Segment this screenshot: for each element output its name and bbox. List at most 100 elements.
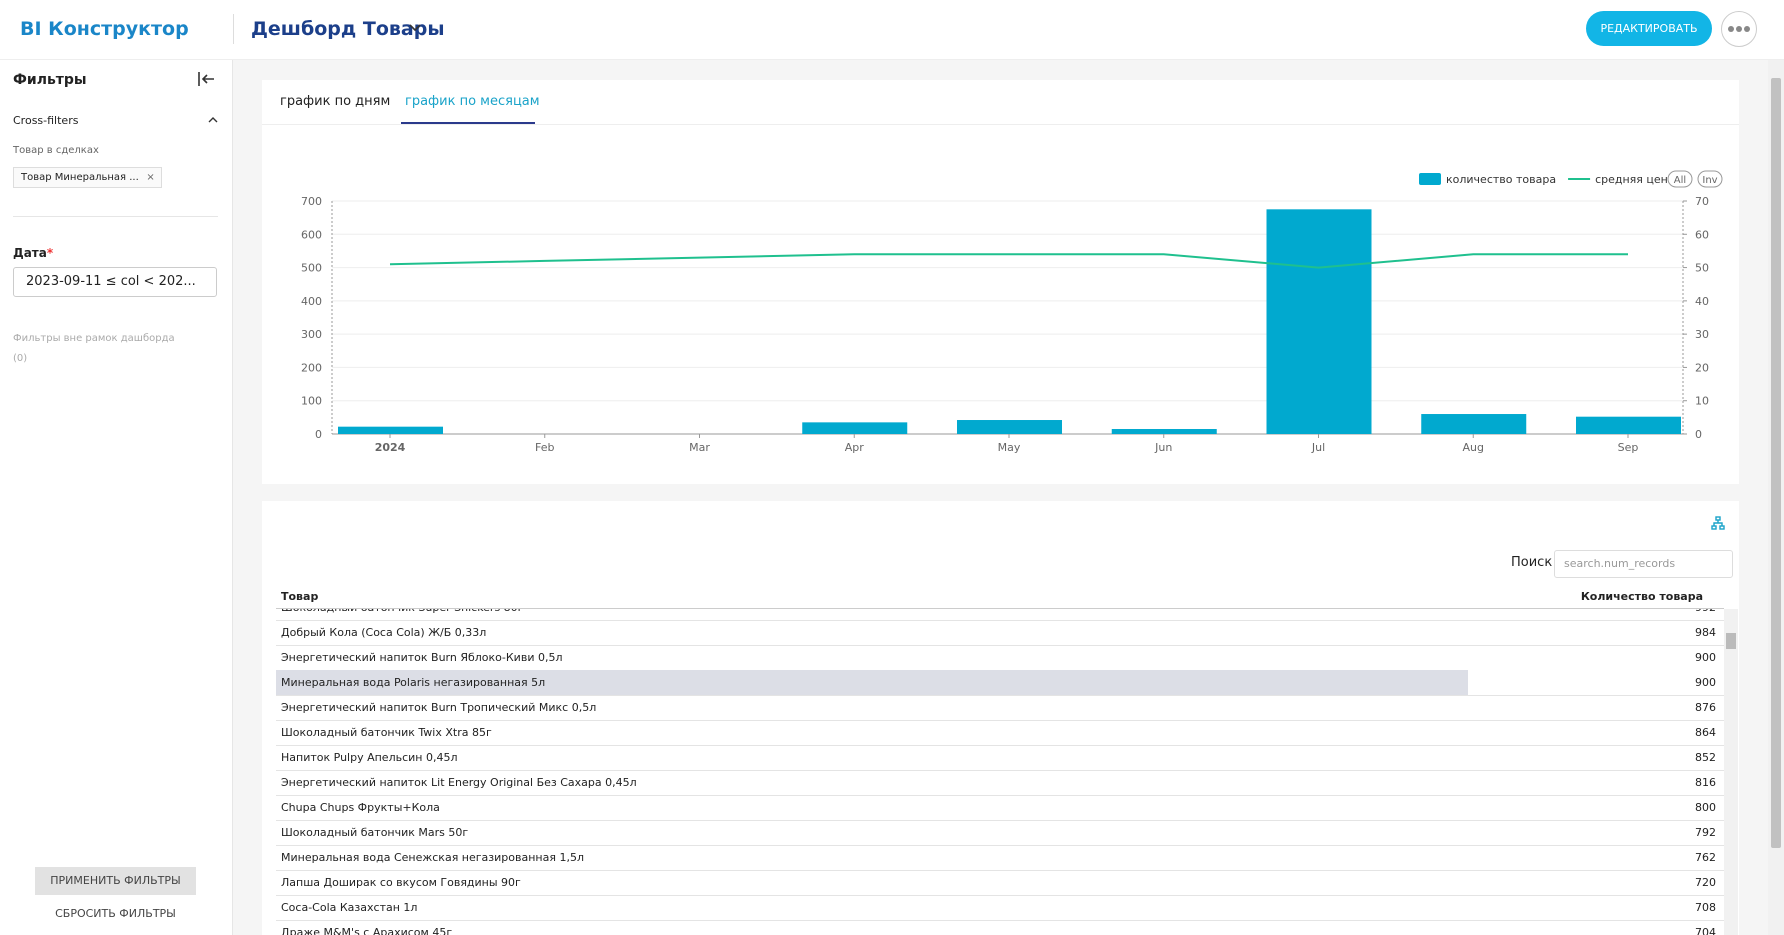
y2-tick-label: 0 [1695, 428, 1702, 441]
table-row[interactable]: Минеральная вода Сенежская негазированна… [276, 845, 1724, 871]
x-tick-label: Mar [689, 441, 710, 454]
y-tick-label: 500 [301, 262, 322, 275]
y2-tick-label: 60 [1695, 228, 1709, 241]
table-cell: 864 [1695, 726, 1716, 739]
table-row[interactable]: Шоколадный батончик Twix Xtra 85г 864 [276, 720, 1724, 746]
edit-button[interactable]: РЕДАКТИРОВАТЬ [1586, 11, 1712, 46]
table-row[interactable]: Шоколадный батончик Super Snickers 80г 99… [276, 609, 1724, 621]
search-placeholder: search.num_records [1564, 557, 1676, 570]
table-cell: 852 [1695, 751, 1716, 764]
divider [233, 14, 234, 44]
legend-button[interactable] [1697, 170, 1723, 188]
cross-filters-label[interactable]: Cross-filters [13, 114, 79, 127]
table-cell: 816 [1695, 776, 1716, 789]
y2-tick-label: 30 [1695, 328, 1709, 341]
outside-filters[interactable]: Фильтры вне рамок дашборда [13, 333, 175, 344]
table-cell: Шоколадный батончик Twix Xtra 85г [281, 726, 492, 739]
search-input[interactable]: search.num_records [1554, 550, 1733, 578]
table-row[interactable]: Шоколадный батончик Mars 50г 792 [276, 820, 1724, 846]
table-row[interactable]: Coca-Cola Казахстан 1л 708 [276, 895, 1724, 921]
date-label: Дата* [13, 246, 53, 260]
bar [957, 420, 1062, 434]
y-tick-label: 300 [301, 328, 322, 341]
outside-count: (0) [13, 353, 28, 364]
sidebar: Фильтры Cross-filters Товар в сделках То… [0, 60, 233, 935]
legend-swatch [1419, 173, 1441, 185]
table-row[interactable]: Энергетический напиток Burn Тропический … [276, 695, 1724, 721]
table-row[interactable]: Chupa Chups Фрукты+Кола 800 [276, 795, 1724, 821]
apply-button[interactable]: ПРИМЕНИТЬ ФИЛЬТРЫ [35, 867, 196, 895]
hierarchy-icon[interactable] [1711, 516, 1725, 530]
table-cell: Лапша Доширак со вкусом Говядины 90г [281, 876, 521, 889]
table-row[interactable]: Лапша Доширак со вкусом Говядины 90г 720 [276, 870, 1724, 896]
collapse-icon[interactable] [197, 70, 217, 88]
bar [802, 422, 908, 434]
bar [1266, 209, 1372, 434]
cross-filters-chevron[interactable] [207, 115, 219, 125]
page-scroll-thumb[interactable] [1771, 78, 1781, 848]
date-value: 2023-09-11 ≤ col < 202... [26, 274, 196, 289]
dashboard-title[interactable]: Дешборд Товары [251, 18, 445, 40]
table-cell: Энергетический напиток Lit Energy Origin… [281, 776, 637, 789]
table-cell: Минеральная вода Сенежская негазированна… [281, 851, 584, 864]
y-tick-label: 400 [301, 295, 322, 308]
chart: 0 100 200 300 400 500 600 700 0 10 20 30 40 50 60 70 202… [301, 170, 1723, 454]
table-cell: 762 [1695, 851, 1716, 864]
y2-tick-label: 50 [1695, 262, 1709, 275]
chip-close[interactable]: × [146, 172, 155, 183]
table-cell: Энергетический напиток Burn Яблоко-Киви … [281, 651, 563, 664]
line [389, 253, 1628, 269]
legend-label: количество товара [1446, 173, 1556, 186]
logo[interactable]: BI Конструктор [20, 18, 189, 40]
table-body: Шоколадный батончик Super Snickers 80г 99… [276, 609, 1724, 935]
table-scrollbar[interactable] [1724, 609, 1738, 935]
table-cell: 708 [1695, 901, 1716, 914]
column-header[interactable]: Количество товара [1580, 590, 1703, 603]
sidebar-title: Фильтры [13, 72, 87, 88]
tab-border [262, 124, 1739, 125]
date-input[interactable]: 2023-09-11 ≤ col < 202... [13, 267, 217, 297]
search-label: Поиск [1511, 555, 1553, 570]
chip-text: Товар Минеральная ... [21, 172, 139, 183]
page-scrollbar[interactable] [1768, 60, 1784, 935]
title-chevron[interactable] [408, 23, 422, 33]
legend-button[interactable] [1667, 170, 1693, 188]
tab-active[interactable]: график по месяцам [405, 94, 540, 109]
table-cell: 900 [1695, 651, 1716, 664]
x-tick-label: Jun [1154, 441, 1172, 454]
table-row[interactable]: Энергетический напиток Burn Яблоко-Киви … [276, 645, 1724, 671]
y2-tick-label: 10 [1695, 395, 1709, 408]
scroll-thumb[interactable] [1726, 633, 1736, 649]
x-tick-label: Apr [845, 441, 865, 454]
bar [338, 426, 443, 434]
table-cell: 984 [1695, 626, 1716, 639]
table-row[interactable]: Энергетический напиток Lit Energy Origin… [276, 770, 1724, 796]
x-tick-label: May [998, 441, 1021, 454]
table-row[interactable]: Добрый Кола (Coca Cola) Ж/Б 0,33л 984 [276, 620, 1724, 646]
table-cell: Chupa Chups Фрукты+Кола [281, 801, 440, 814]
table-cell: 876 [1695, 701, 1716, 714]
date-label-text: Дата [13, 246, 47, 260]
legend-button-label: All [1674, 175, 1686, 186]
y2-tick-label: 70 [1695, 195, 1709, 208]
table-cell: Энергетический напиток Burn Тропический … [281, 701, 597, 714]
more-button[interactable] [1720, 10, 1758, 48]
table-row[interactable]: Минеральная вода Polaris негазированная … [276, 670, 1724, 696]
table-row[interactable]: Драже M&M's с Арахисом 45г 704 [276, 920, 1724, 935]
table-cell: 992 [1695, 609, 1716, 614]
table-cell: Coca-Cola Казахстан 1л [281, 901, 418, 914]
column-header[interactable]: Товар [281, 590, 319, 603]
tab[interactable]: график по дням [280, 94, 391, 109]
table-cell: 704 [1695, 926, 1716, 935]
y2-tick-label: 40 [1695, 295, 1709, 308]
table-cell: 900 [1695, 676, 1716, 689]
y-tick-label: 200 [301, 361, 322, 374]
legend-label: средняя цена [1595, 173, 1675, 186]
table-row[interactable]: Напиток Pulpy Апельсин 0,45л 852 [276, 745, 1724, 771]
table-cell: Драже M&M's с Арахисом 45г [281, 926, 453, 935]
filter-chip[interactable]: Товар Минеральная ... × [13, 167, 162, 188]
table-cell: Напиток Pulpy Апельсин 0,45л [281, 751, 458, 764]
legend-button-label: Inv [1702, 175, 1717, 186]
reset-button[interactable]: СБРОСИТЬ ФИЛЬТРЫ [55, 907, 176, 920]
